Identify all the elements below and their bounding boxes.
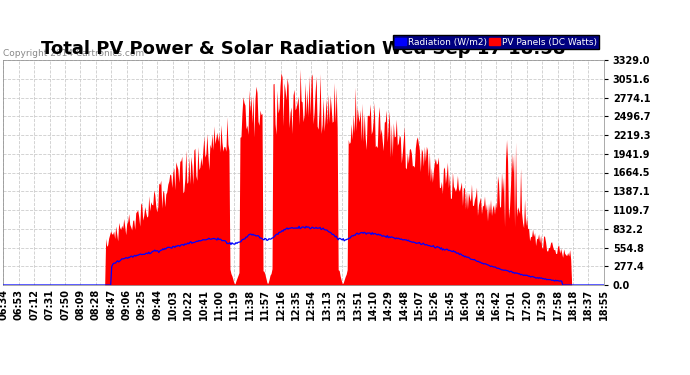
Text: Copyright 2014 Cartronics.com: Copyright 2014 Cartronics.com <box>3 49 145 58</box>
Title: Total PV Power & Solar Radiation Wed Sep 17 18:58: Total PV Power & Solar Radiation Wed Sep… <box>41 40 566 58</box>
Legend: Radiation (W/m2), PV Panels (DC Watts): Radiation (W/m2), PV Panels (DC Watts) <box>393 35 599 49</box>
